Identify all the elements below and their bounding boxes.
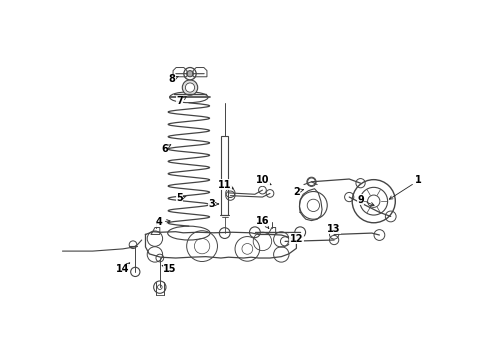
Text: 11: 11 <box>218 180 233 190</box>
Text: 16: 16 <box>256 216 269 228</box>
Text: 12: 12 <box>290 234 303 244</box>
Text: 9: 9 <box>357 195 374 206</box>
Ellipse shape <box>170 92 208 103</box>
Text: 2: 2 <box>293 186 303 197</box>
Circle shape <box>182 80 197 95</box>
Text: 13: 13 <box>327 224 341 234</box>
Text: 6: 6 <box>161 144 171 153</box>
Text: 7: 7 <box>176 96 186 107</box>
Text: 8: 8 <box>169 74 178 84</box>
Text: 1: 1 <box>390 175 422 199</box>
Text: 5: 5 <box>176 193 186 203</box>
Text: 14: 14 <box>116 263 130 274</box>
Circle shape <box>187 71 193 77</box>
Text: 3: 3 <box>208 199 219 209</box>
Ellipse shape <box>168 226 210 240</box>
Text: 4: 4 <box>155 217 170 227</box>
Circle shape <box>184 68 196 80</box>
Circle shape <box>185 83 195 92</box>
Text: 10: 10 <box>256 175 271 185</box>
Bar <box>221 136 228 215</box>
Text: 15: 15 <box>162 264 177 274</box>
